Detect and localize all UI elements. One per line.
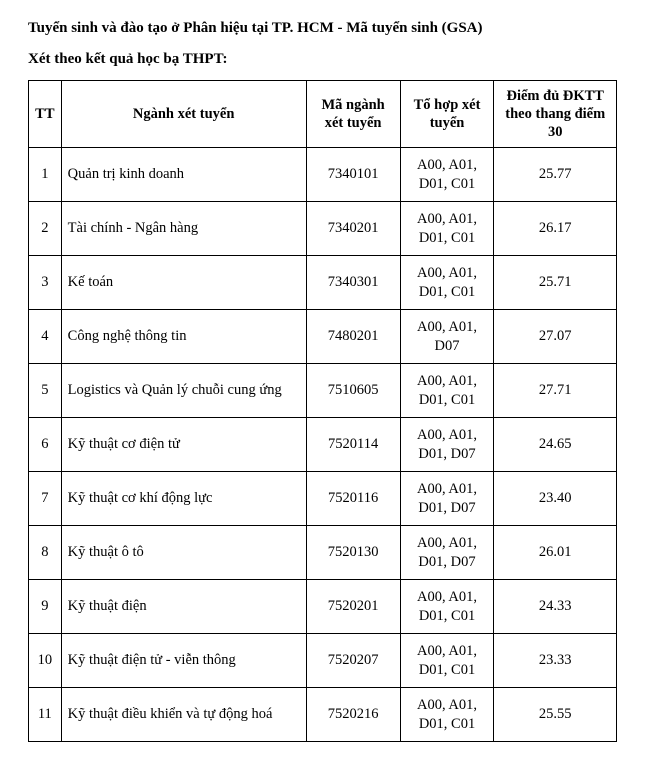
cell-score: 26.17 <box>494 202 617 256</box>
cell-code: 7520216 <box>306 688 400 742</box>
cell-idx: 1 <box>29 148 62 202</box>
cell-score: 23.33 <box>494 634 617 688</box>
cell-idx: 2 <box>29 202 62 256</box>
page-subtitle: Xét theo kết quả học bạ THPT: <box>28 51 617 68</box>
cell-score: 23.40 <box>494 472 617 526</box>
cell-name: Kỹ thuật cơ khí động lực <box>61 472 306 526</box>
cell-score: 26.01 <box>494 526 617 580</box>
admissions-table: TT Ngành xét tuyển Mã ngành xét tuyển Tổ… <box>28 80 617 742</box>
cell-idx: 7 <box>29 472 62 526</box>
cell-idx: 11 <box>29 688 62 742</box>
cell-name: Công nghệ thông tin <box>61 310 306 364</box>
cell-code: 7520114 <box>306 418 400 472</box>
table-row: 3Kế toán7340301A00, A01,D01, C0125.71 <box>29 256 617 310</box>
cell-name: Logistics và Quản lý chuỗi cung ứng <box>61 364 306 418</box>
cell-code: 7520201 <box>306 580 400 634</box>
cell-idx: 6 <box>29 418 62 472</box>
cell-code: 7340101 <box>306 148 400 202</box>
cell-name: Kỹ thuật điện tử - viễn thông <box>61 634 306 688</box>
col-idx: TT <box>29 81 62 148</box>
cell-idx: 8 <box>29 526 62 580</box>
cell-code: 7480201 <box>306 310 400 364</box>
table-row: 11Kỹ thuật điều khiển và tự động hoá7520… <box>29 688 617 742</box>
cell-code: 7340301 <box>306 256 400 310</box>
cell-name: Kỹ thuật cơ điện tử <box>61 418 306 472</box>
cell-code: 7520207 <box>306 634 400 688</box>
table-row: 6Kỹ thuật cơ điện tử7520114A00, A01,D01,… <box>29 418 617 472</box>
cell-idx: 5 <box>29 364 62 418</box>
cell-name: Quản trị kinh doanh <box>61 148 306 202</box>
cell-combo: A00, A01,D01, C01 <box>400 256 494 310</box>
cell-score: 25.77 <box>494 148 617 202</box>
cell-code: 7520130 <box>306 526 400 580</box>
cell-combo: A00, A01,D07 <box>400 310 494 364</box>
cell-score: 27.07 <box>494 310 617 364</box>
page-title: Tuyển sinh và đào tạo ở Phân hiệu tại TP… <box>28 20 617 37</box>
cell-name: Tài chính - Ngân hàng <box>61 202 306 256</box>
col-combo: Tổ hợp xét tuyển <box>400 81 494 148</box>
cell-code: 7340201 <box>306 202 400 256</box>
table-row: 9Kỹ thuật điện7520201A00, A01,D01, C0124… <box>29 580 617 634</box>
table-row: 1Quản trị kinh doanh7340101A00, A01,D01,… <box>29 148 617 202</box>
cell-name: Kỹ thuật ô tô <box>61 526 306 580</box>
cell-score: 24.65 <box>494 418 617 472</box>
cell-idx: 3 <box>29 256 62 310</box>
cell-combo: A00, A01,D01, D07 <box>400 418 494 472</box>
cell-code: 7520116 <box>306 472 400 526</box>
cell-score: 24.33 <box>494 580 617 634</box>
cell-name: Kế toán <box>61 256 306 310</box>
cell-combo: A00, A01,D01, C01 <box>400 364 494 418</box>
cell-idx: 4 <box>29 310 62 364</box>
cell-name: Kỹ thuật điện <box>61 580 306 634</box>
cell-code: 7510605 <box>306 364 400 418</box>
col-code: Mã ngành xét tuyển <box>306 81 400 148</box>
table-row: 8Kỹ thuật ô tô7520130A00, A01,D01, D0726… <box>29 526 617 580</box>
table-row: 7Kỹ thuật cơ khí động lực7520116A00, A01… <box>29 472 617 526</box>
cell-combo: A00, A01,D01, C01 <box>400 202 494 256</box>
cell-combo: A00, A01,D01, C01 <box>400 634 494 688</box>
cell-combo: A00, A01,D01, C01 <box>400 148 494 202</box>
cell-idx: 10 <box>29 634 62 688</box>
cell-name: Kỹ thuật điều khiển và tự động hoá <box>61 688 306 742</box>
table-row: 2Tài chính - Ngân hàng7340201A00, A01,D0… <box>29 202 617 256</box>
cell-score: 25.55 <box>494 688 617 742</box>
table-row: 5Logistics và Quản lý chuỗi cung ứng7510… <box>29 364 617 418</box>
cell-score: 25.71 <box>494 256 617 310</box>
cell-idx: 9 <box>29 580 62 634</box>
cell-combo: A00, A01,D01, D07 <box>400 472 494 526</box>
col-name: Ngành xét tuyển <box>61 81 306 148</box>
col-score: Điểm đủ ĐKTT theo thang điểm 30 <box>494 81 617 148</box>
cell-score: 27.71 <box>494 364 617 418</box>
cell-combo: A00, A01,D01, C01 <box>400 580 494 634</box>
cell-combo: A00, A01,D01, D07 <box>400 526 494 580</box>
table-header-row: TT Ngành xét tuyển Mã ngành xét tuyển Tổ… <box>29 81 617 148</box>
cell-combo: A00, A01,D01, C01 <box>400 688 494 742</box>
table-row: 10Kỹ thuật điện tử - viễn thông7520207A0… <box>29 634 617 688</box>
table-row: 4Công nghệ thông tin7480201A00, A01,D072… <box>29 310 617 364</box>
